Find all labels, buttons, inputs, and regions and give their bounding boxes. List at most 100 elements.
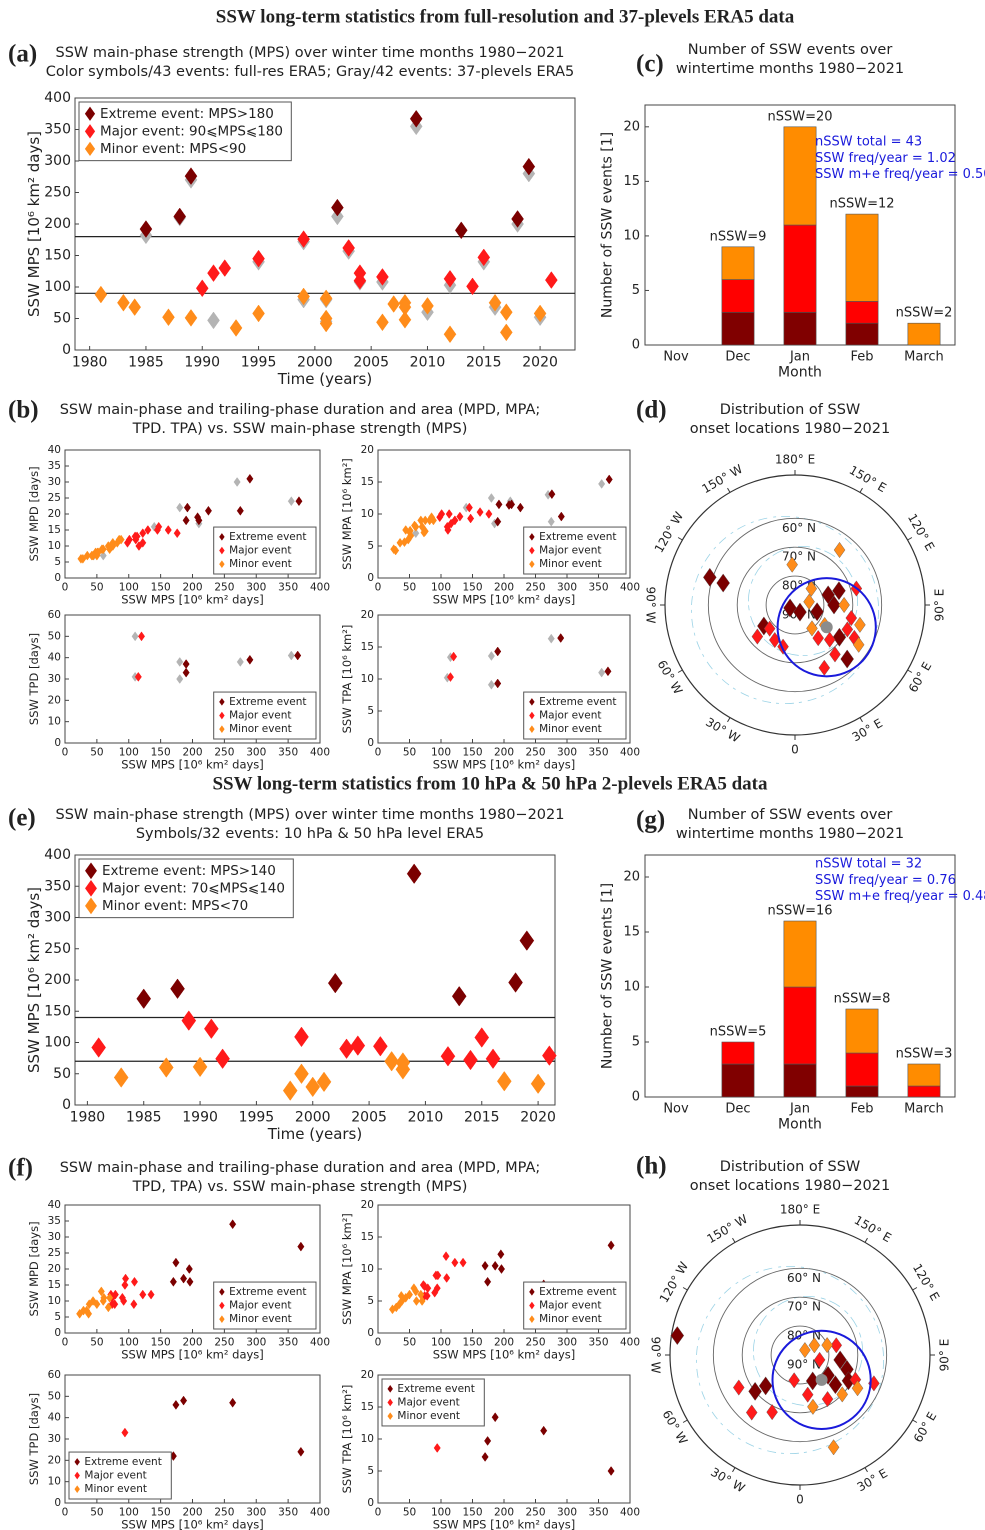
x-tick-label: 50 — [90, 1336, 103, 1348]
latitude-ring — [741, 1296, 859, 1414]
longitude-tick — [682, 1419, 688, 1423]
event-marker — [327, 972, 343, 994]
stats-text: SSW freq/year = 1.02 — [815, 151, 956, 166]
legend-marker — [387, 1385, 393, 1393]
event-marker — [181, 1010, 197, 1031]
x-tick-label: 250 — [525, 581, 545, 593]
event-marker — [454, 221, 468, 240]
legend-marker — [529, 546, 535, 555]
gray-event-marker — [547, 633, 555, 644]
event-marker — [297, 1241, 305, 1252]
legend-label: Extreme event — [397, 1383, 474, 1395]
y-tick-label: 50 — [53, 311, 71, 327]
y-tick-label: 25 — [48, 1247, 61, 1259]
y-tick-label: 10 — [361, 1263, 374, 1275]
event-marker — [184, 309, 198, 327]
y-axis-label: SSW MPD [days] — [27, 466, 41, 561]
x-tick-label: 200 — [182, 1506, 202, 1518]
onset-marker — [829, 646, 841, 663]
y-tick-label: 5 — [367, 540, 374, 552]
legend-marker — [85, 897, 97, 915]
x-tick-label: 200 — [494, 1506, 514, 1518]
gray-event-marker — [412, 528, 420, 539]
panel-letter: (c) — [636, 51, 664, 78]
bar-segment — [845, 301, 879, 324]
legend-marker — [529, 1288, 535, 1296]
legend-box — [523, 1281, 627, 1330]
x-tick-label: 100 — [119, 746, 139, 758]
bar-segment — [721, 246, 755, 280]
event-marker — [496, 1071, 512, 1092]
legend-label: Major event: 70⩽MPS⩽140 — [102, 880, 285, 896]
event-marker — [445, 509, 453, 519]
event-marker — [117, 534, 125, 545]
x-tick-label: 0 — [375, 1336, 382, 1348]
y-tick-label: 100 — [44, 279, 71, 295]
y-tick-label: 40 — [48, 444, 61, 456]
y-tick-label: 0 — [62, 1097, 71, 1113]
event-marker — [130, 1276, 138, 1287]
event-marker — [545, 271, 558, 289]
legend-box — [213, 526, 317, 575]
x-tick-label: 150 — [462, 581, 482, 593]
chart-title: Number of SSW events over — [688, 42, 893, 58]
event-marker — [147, 1289, 155, 1300]
x-tick-label: 1990 — [184, 355, 220, 371]
event-marker — [459, 1257, 467, 1268]
onset-marker — [833, 541, 846, 559]
event-marker — [476, 507, 484, 517]
y-tick-label: 5 — [367, 1465, 374, 1477]
event-marker — [121, 1280, 129, 1290]
event-marker — [466, 277, 479, 296]
chart-title: SSW main-phase strength (MPS) over winte… — [56, 807, 565, 823]
legend-marker — [85, 879, 97, 897]
event-marker — [491, 1260, 499, 1271]
bar-segment — [721, 1041, 755, 1065]
y-tick-label: 30 — [48, 476, 61, 488]
event-marker — [106, 1292, 114, 1303]
gray-event-marker — [487, 493, 495, 503]
x-tick-label: 0 — [62, 746, 69, 758]
x-tick-label: 50 — [403, 1506, 416, 1518]
x-tick-label: 350 — [588, 1336, 608, 1348]
event-marker — [443, 521, 451, 532]
onset-marker — [851, 1380, 864, 1397]
onset-marker — [716, 573, 730, 593]
longitude-tick — [907, 669, 913, 673]
legend-box — [381, 1378, 485, 1427]
x-tick-label: 350 — [588, 581, 608, 593]
event-marker — [533, 304, 547, 323]
y-tick-label: 35 — [48, 1215, 61, 1227]
longitude-label: 180° E — [775, 453, 815, 467]
event-marker — [294, 1026, 309, 1048]
legend-box — [78, 101, 292, 162]
onset-marker — [758, 1376, 773, 1396]
bar-label: nSSW=9 — [710, 229, 767, 244]
onset-marker — [786, 556, 798, 573]
event-marker — [485, 1048, 501, 1069]
x-axis-label: SSW MPS [10⁶ km² days] — [121, 593, 264, 607]
event-marker — [421, 297, 434, 315]
event-marker — [465, 502, 473, 513]
x-tick-label: 50 — [90, 581, 103, 593]
legend-marker — [84, 141, 96, 157]
bar-segment — [845, 1052, 879, 1087]
onset-marker — [803, 593, 815, 610]
y-tick-label: 30 — [48, 1433, 61, 1445]
legend-marker — [219, 1301, 225, 1310]
x-tick-label: 250 — [214, 1336, 234, 1348]
event-marker — [421, 1281, 429, 1292]
event-marker — [170, 978, 185, 999]
event-marker — [169, 1276, 177, 1287]
legend-label: Major event — [229, 1300, 291, 1312]
y-axis-label: SSW TPD [days] — [27, 1393, 41, 1485]
bar-segment — [907, 1085, 941, 1098]
x-tick-label: 400 — [310, 1336, 330, 1348]
event-marker — [134, 671, 142, 682]
legend-marker — [387, 1412, 393, 1420]
event-marker — [252, 304, 265, 323]
event-marker — [540, 1425, 548, 1436]
x-tick-label: 350 — [278, 746, 298, 758]
gray-event-marker — [598, 667, 606, 678]
chart-title: Symbols/32 events: 10 hPa & 50 hPa level… — [136, 826, 484, 842]
